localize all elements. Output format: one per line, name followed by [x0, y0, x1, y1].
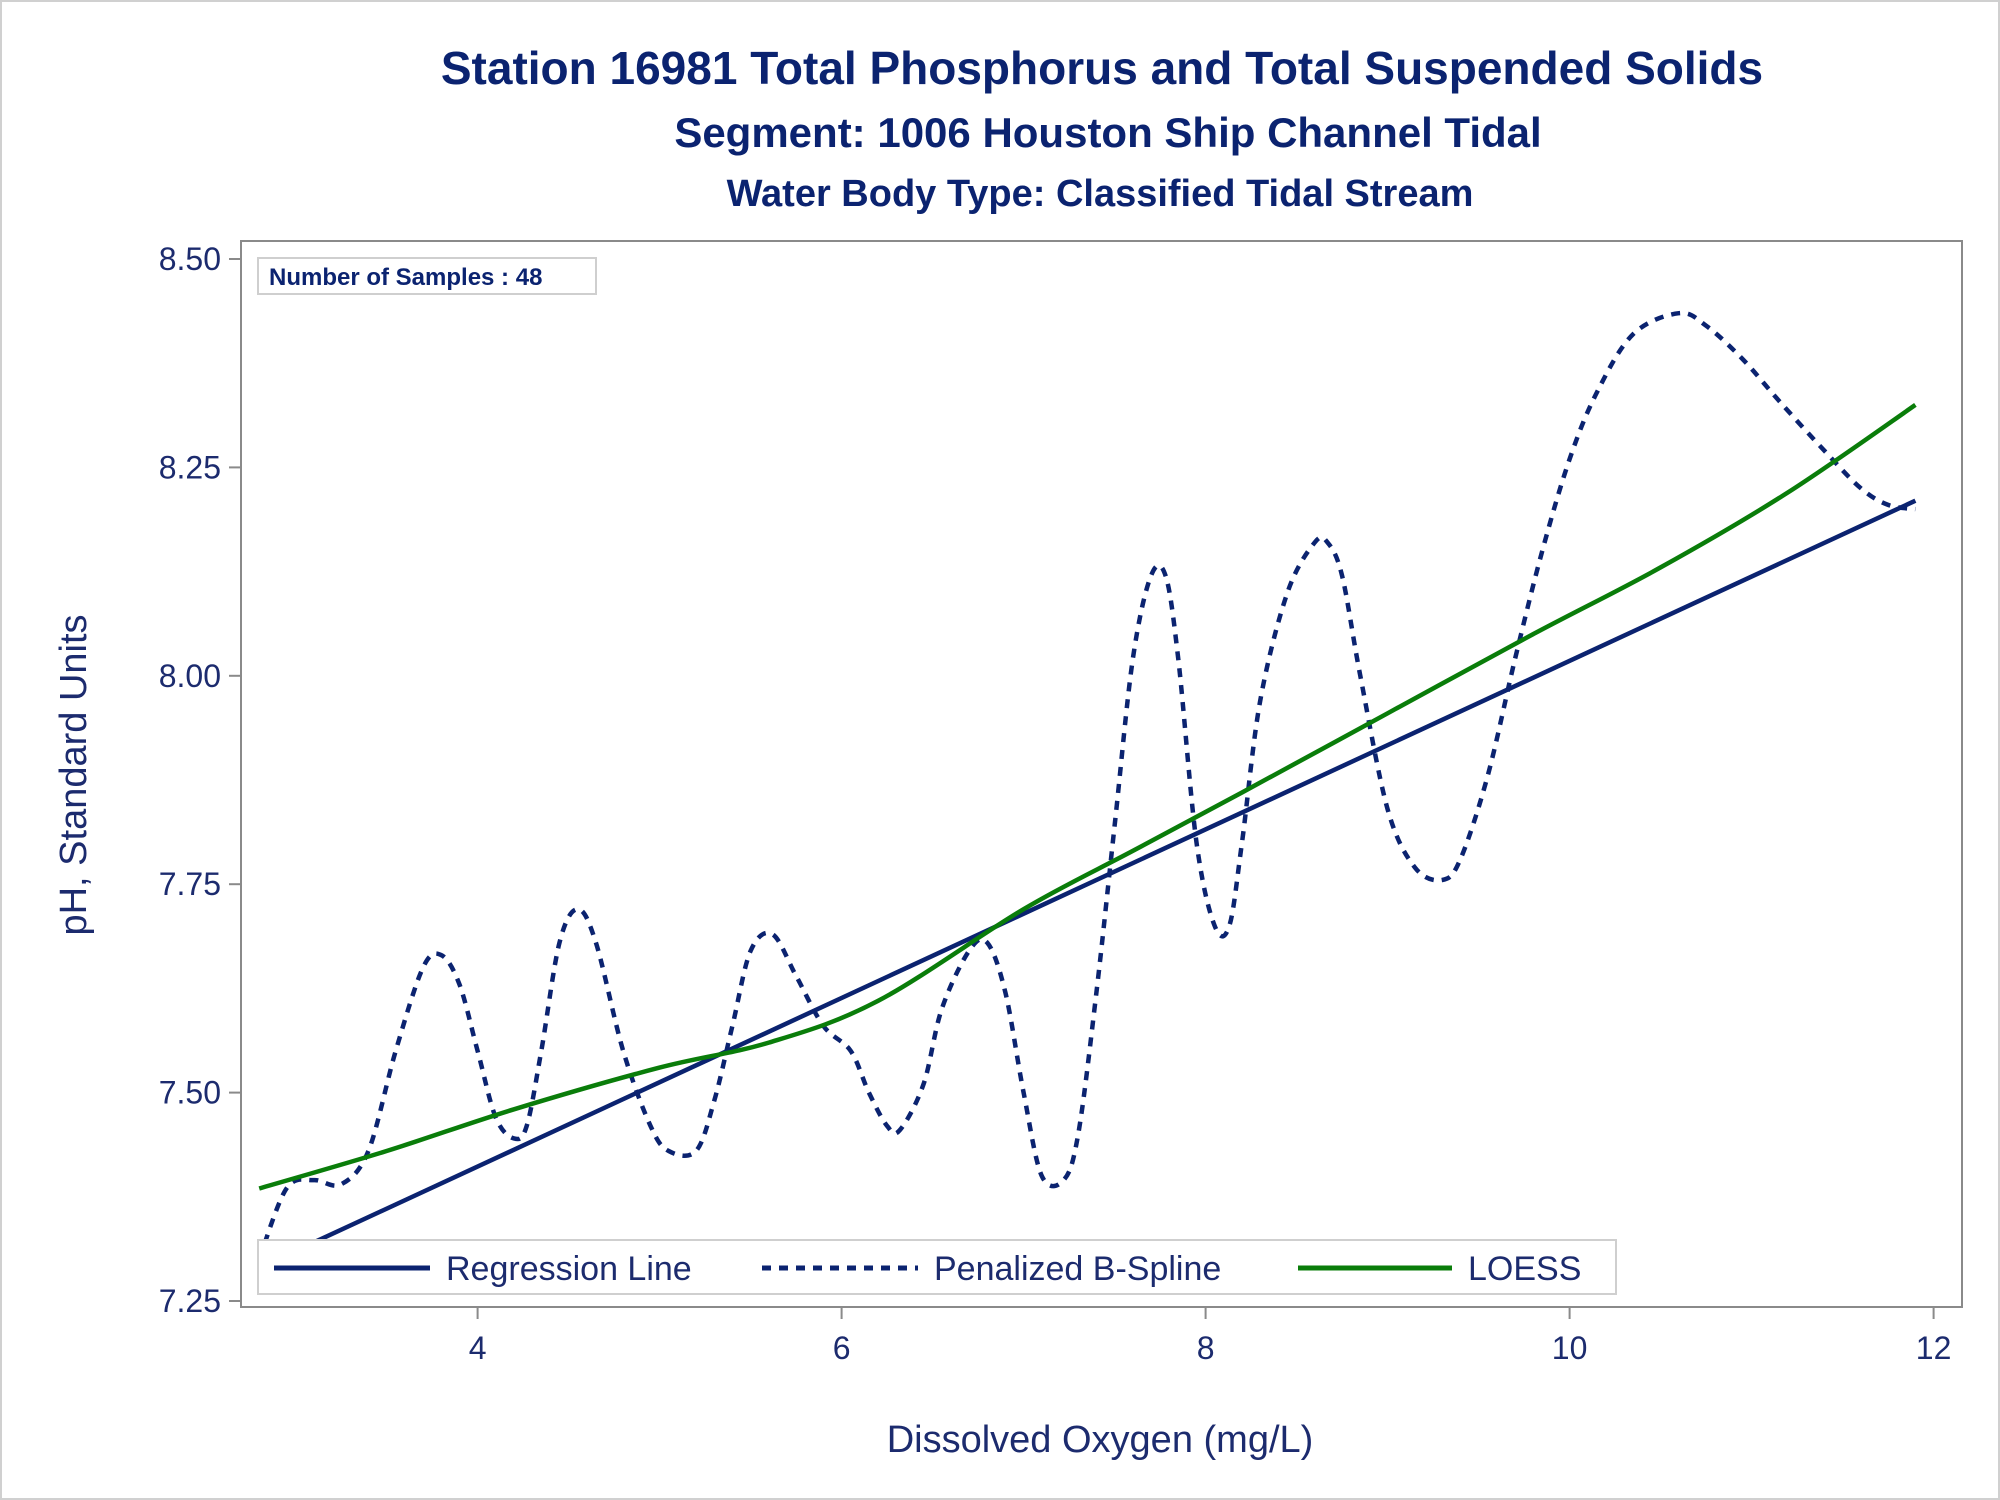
- x-tick-label: 8: [1197, 1330, 1215, 1366]
- y-tick-label: 8.25: [159, 449, 221, 485]
- x-tick-label: 12: [1916, 1330, 1952, 1366]
- y-tick-label: 7.25: [159, 1283, 221, 1319]
- sample-count-box: [257, 257, 597, 295]
- chart-subtitle-waterbody: Water Body Type: Classified Tidal Stream: [727, 173, 1474, 215]
- chart-subtitle-segment: Segment: 1006 Houston Ship Channel Tidal: [674, 109, 1541, 156]
- legend-loess-label: LOESS: [1468, 1250, 1581, 1288]
- y-axis: 7.25 7.50 7.75 8.00 8.25 8.50: [159, 241, 241, 1319]
- legend-regression-label: Regression Line: [446, 1250, 692, 1288]
- series-lines: [257, 310, 1917, 1270]
- legend: Regression Line Penalized B-Spline LOESS: [257, 1239, 1617, 1295]
- sample-count-text: Number of Samples : 48: [269, 264, 542, 291]
- plot-area: [240, 240, 1963, 1308]
- x-tick-label: 4: [469, 1330, 487, 1366]
- y-tick-label: 7.50: [159, 1075, 221, 1111]
- y-tick-label: 8.50: [159, 241, 221, 277]
- y-tick-label: 8.00: [159, 658, 221, 694]
- legend-spline-label: Penalized B-Spline: [934, 1250, 1221, 1288]
- loess-line: [258, 403, 1917, 1191]
- y-axis-label: pH, Standard Units: [53, 614, 95, 935]
- y-tick-label: 7.75: [159, 866, 221, 902]
- x-tick-label: 6: [833, 1330, 851, 1366]
- x-axis-label: Dissolved Oxygen (mg/L): [887, 1419, 1314, 1461]
- penalized-b-spline-line: [257, 310, 1916, 1261]
- x-axis: 4 6 8 10 12: [469, 1307, 1952, 1366]
- chart-title: Station 16981 Total Phosphorus and Total…: [441, 42, 1763, 94]
- sample-count-inset: Number of Samples : 48: [257, 257, 597, 295]
- regression-line: [258, 498, 1917, 1270]
- x-tick-label: 10: [1552, 1330, 1588, 1366]
